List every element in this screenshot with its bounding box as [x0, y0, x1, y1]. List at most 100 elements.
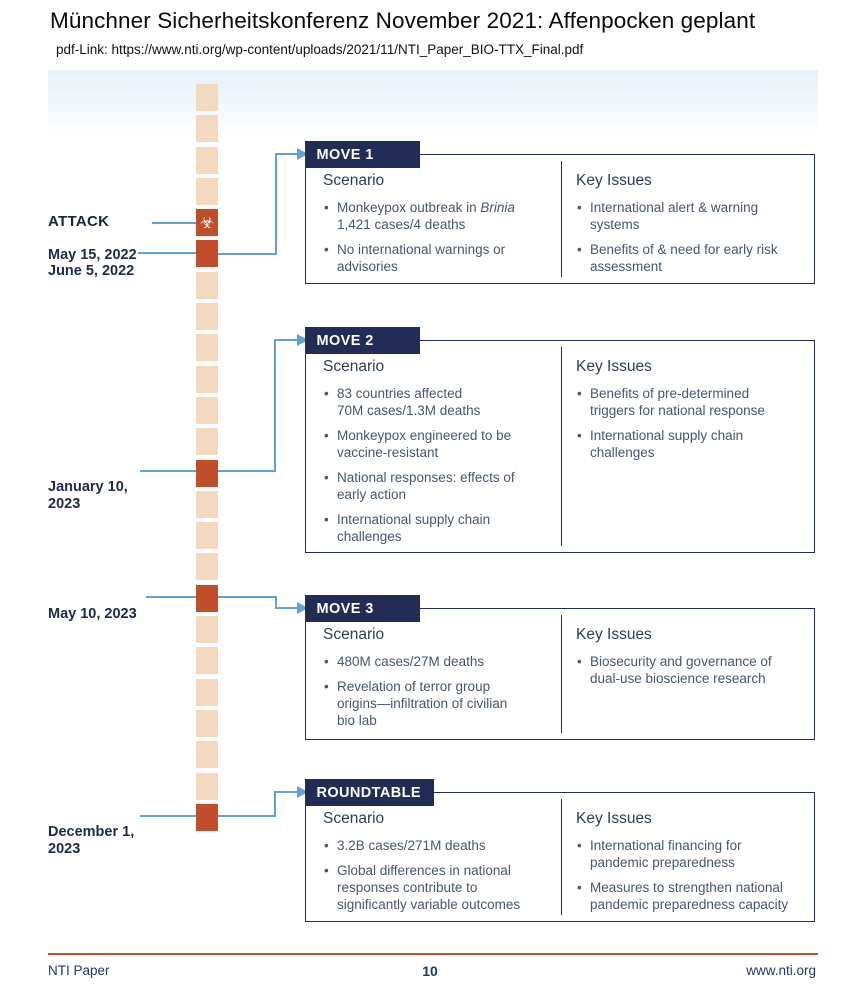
key-issue-bullet: Benefits of & need for early risk assess… [576, 241, 802, 275]
timeline-cell [196, 522, 218, 550]
connector-line [275, 596, 277, 609]
key-issues-list: International alert & warning systems Be… [576, 199, 802, 275]
roundtable-box: ROUNDTABLE Scenario 3.2B cases/271M deat… [304, 779, 815, 922]
timeline-cell [196, 303, 218, 331]
key-issue-bullet: Benefits of pre-determined triggers for … [576, 385, 802, 419]
connector-line [218, 470, 276, 472]
key-issues-heading: Key Issues [576, 172, 652, 189]
key-issues-list: Biosecurity and governance of dual-use b… [576, 653, 802, 687]
connector-line [275, 153, 298, 155]
key-issues-heading: Key Issues [576, 358, 652, 375]
arrowhead-icon [297, 786, 308, 798]
connector-line [146, 596, 196, 598]
key-issues-list: International financing for pandemic pre… [576, 837, 802, 913]
timeline-cell [196, 553, 218, 581]
attack-kicker: ATTACK [48, 213, 110, 230]
arrowhead-icon [297, 602, 308, 614]
connector-line [275, 607, 298, 609]
scenario-heading: Scenario [323, 626, 385, 643]
scenario-heading: Scenario [323, 172, 385, 189]
event-date: January 10, 2023 [48, 479, 128, 512]
scenario-list: 83 countries affected 70M cases/1.3M dea… [323, 385, 547, 545]
timeline-cell [196, 616, 218, 644]
arrowhead-icon [297, 334, 308, 346]
timeline-cell-highlighted: ☣ [196, 209, 218, 237]
timeline-cell [196, 772, 218, 800]
timeline: ☣ [196, 84, 218, 831]
page-number: 10 [422, 963, 438, 979]
timeline-cell [196, 678, 218, 706]
scenario-heading: Scenario [323, 810, 385, 827]
timeline-cell [196, 647, 218, 675]
timeline-cell [196, 84, 218, 111]
brinia-italic: Brinia [480, 200, 515, 215]
connector-line [152, 222, 196, 224]
timeline-cell-highlighted [196, 459, 218, 487]
timeline-event: June 5, 2022 [48, 246, 198, 297]
scenario-heading: Scenario [323, 358, 385, 375]
move1-box: MOVE 1 Scenario Monkeypox outbreak in Br… [304, 141, 815, 284]
key-issue-bullet: International financing for pandemic pre… [576, 837, 802, 871]
footer-left-text: NTI Paper [48, 963, 110, 978]
connector-line [140, 815, 196, 817]
connector-line [218, 815, 276, 817]
event-date: May 15, 2022 [48, 247, 137, 263]
scenario-bullet: 480M cases/27M deaths [323, 653, 547, 670]
footer-right-text: www.nti.org [746, 963, 816, 978]
move3-header: MOVE 3 [304, 595, 420, 622]
scenario-bullet: National responses: effects of early act… [323, 469, 547, 503]
connector-line [275, 153, 277, 255]
bullet-text: 1,421 cases/4 deaths [337, 217, 466, 232]
timeline-cell [196, 271, 218, 299]
event-date: December 1, 2023 [48, 824, 135, 857]
biohazard-icon: ☣ [199, 212, 215, 232]
key-issue-bullet: Biosecurity and governance of dual-use b… [576, 653, 802, 687]
event-date: May 10, 2023 [48, 606, 137, 622]
scenario-bullet: Monkeypox engineered to be vaccine-resis… [323, 427, 547, 461]
scenario-bullet: 83 countries affected 70M cases/1.3M dea… [323, 385, 547, 419]
timeline-cell-highlighted [196, 240, 218, 268]
scenario-list: 480M cases/27M deaths Revelation of terr… [323, 653, 547, 729]
connector-line [274, 339, 298, 341]
scenario-list: 3.2B cases/271M deaths Global difference… [323, 837, 547, 913]
timeline-event: December 1, 2023 [48, 807, 198, 875]
key-issue-bullet: International alert & warning systems [576, 199, 802, 233]
scenario-list: Monkeypox outbreak in Brinia 1,421 cases/… [323, 199, 547, 275]
connector-line [218, 596, 277, 598]
key-issues-heading: Key Issues [576, 810, 652, 827]
move2-header: MOVE 2 [304, 327, 420, 354]
timeline-cell [196, 428, 218, 456]
timeline-cell [196, 365, 218, 393]
arrowhead-icon [297, 148, 308, 160]
scenario-bullet: Monkeypox outbreak in Brinia 1,421 cases/… [323, 199, 547, 233]
pdf-link-text: pdf-Link: https://www.nti.org/wp-content… [56, 42, 584, 57]
connector-line [140, 470, 196, 472]
timeline-cell [196, 490, 218, 518]
connector-line [274, 339, 276, 472]
timeline-cell [196, 334, 218, 362]
timeline-cell [196, 177, 218, 205]
move2-box: MOVE 2 Scenario 83 countries affected 70… [304, 327, 815, 553]
scenario-bullet: Revelation of terror group origins—infil… [323, 678, 547, 729]
scenario-bullet: 3.2B cases/271M deaths [323, 837, 547, 854]
connector-line [274, 791, 276, 817]
event-date: June 5, 2022 [48, 263, 135, 279]
connector-line [138, 252, 196, 254]
timeline-event: January 10, 2023 [48, 462, 198, 530]
connector-line [218, 253, 277, 255]
timeline-cell-highlighted [196, 584, 218, 612]
bullet-text: Monkeypox outbreak in [337, 200, 481, 215]
key-issue-bullet: International supply chain challenges [576, 427, 802, 461]
connector-line [274, 791, 298, 793]
timeline-cell-highlighted [196, 803, 218, 831]
key-issues-list: Benefits of pre-determined triggers for … [576, 385, 802, 461]
timeline-event: May 10, 2023 [48, 589, 198, 640]
timeline-cell [196, 396, 218, 424]
page-title: Münchner Sicherheitskonferenz November 2… [50, 8, 756, 33]
key-issues-heading: Key Issues [576, 626, 652, 643]
move3-box: MOVE 3 Scenario 480M cases/27M deaths Re… [304, 595, 815, 740]
key-issue-bullet: Measures to strengthen national pandemic… [576, 879, 802, 913]
timeline-event-attack: ATTACK May 15, 2022 [48, 196, 198, 281]
footer-rule [48, 953, 818, 955]
